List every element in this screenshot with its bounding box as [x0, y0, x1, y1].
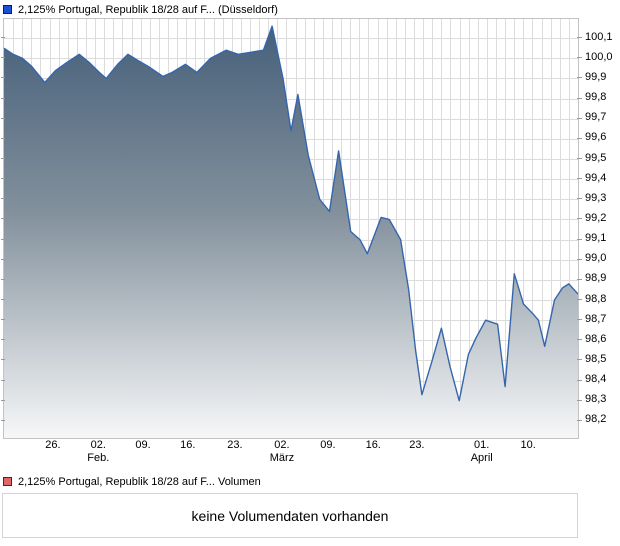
y-axis-tick [1, 37, 5, 39]
y-axis-tick [1, 57, 5, 59]
x-axis-label: 09. [135, 439, 151, 451]
y-axis-label: 99,6 [585, 131, 607, 144]
y-axis-label: 98,7 [585, 312, 607, 325]
y-axis-tick [1, 399, 5, 401]
y-axis-label: 98,2 [585, 413, 607, 426]
y-axis-label: 98,6 [585, 332, 607, 345]
y-axis-tick [577, 178, 582, 180]
price-area-fill [4, 26, 578, 438]
price-legend: 2,125% Portugal, Republik 18/28 auf F...… [3, 3, 278, 16]
y-axis-tick [1, 97, 5, 99]
y-axis-label: 99,3 [585, 191, 607, 204]
y-axis-tick [577, 419, 582, 421]
y-axis-label: 99,2 [585, 211, 607, 224]
x-axis-month-label: Feb. [87, 452, 110, 464]
volume-legend-label: 2,125% Portugal, Republik 18/28 auf F...… [18, 475, 261, 488]
y-axis-tick [577, 37, 582, 39]
y-axis-tick [577, 137, 582, 139]
y-axis-tick [577, 379, 582, 381]
y-axis-label: 99,5 [585, 151, 607, 164]
y-axis-tick [577, 339, 582, 341]
y-axis-tick [577, 319, 582, 321]
y-axis-tick [577, 57, 582, 59]
y-axis-tick [577, 278, 582, 280]
y-axis-label: 98,4 [585, 373, 607, 386]
y-axis-tick [577, 77, 582, 79]
y-axis-tick [1, 419, 5, 421]
x-axis-label: 02. [90, 439, 106, 451]
y-axis-label: 99,0 [585, 252, 607, 265]
y-axis-tick [1, 379, 5, 381]
x-axis-label: 09. [320, 439, 336, 451]
y-axis-label: 99,7 [585, 111, 607, 124]
y-axis-tick [1, 278, 5, 280]
price-area-chart[interactable] [4, 19, 578, 438]
y-axis-tick [577, 218, 582, 220]
y-axis-tick [1, 339, 5, 341]
x-axis-label: 26. [45, 439, 61, 451]
y-axis-tick [1, 198, 5, 200]
x-axis-label: 16. [365, 439, 381, 451]
x-axis-label: 10. [520, 439, 536, 451]
y-axis-tick [577, 117, 582, 119]
no-volume-data-message: keine Volumendaten vorhanden [191, 507, 389, 524]
y-axis-tick [577, 359, 582, 361]
y-axis-tick [577, 238, 582, 240]
y-axis-label: 98,8 [585, 292, 607, 305]
y-axis-label: 99,9 [585, 70, 607, 83]
y-axis-tick [1, 137, 5, 139]
y-axis-tick [1, 319, 5, 321]
y-axis-label: 99,4 [585, 171, 607, 184]
y-axis-label: 99,8 [585, 91, 607, 104]
y-axis-tick [577, 158, 582, 159]
y-axis-label: 98,5 [585, 352, 607, 365]
y-axis-tick [1, 359, 5, 361]
x-axis-label: 23. [409, 439, 425, 451]
y-axis-tick [577, 198, 582, 200]
volume-panel: keine Volumendaten vorhanden [2, 493, 578, 538]
x-axis-label: 02. [274, 439, 290, 451]
y-axis-label: 99,1 [585, 232, 607, 245]
x-axis-label: 16. [180, 439, 196, 451]
y-axis-label: 98,3 [585, 393, 607, 406]
y-axis-label: 98,9 [585, 272, 607, 285]
price-series-swatch-icon [3, 5, 12, 14]
y-axis-label: 100,0 [585, 50, 613, 63]
y-axis-tick [1, 178, 5, 180]
y-axis-tick [577, 399, 582, 401]
y-axis-tick [1, 158, 5, 159]
price-chart-plot[interactable] [3, 18, 579, 439]
volume-series-swatch-icon [3, 477, 12, 486]
y-axis-label: 100,1 [585, 30, 613, 43]
price-legend-label: 2,125% Portugal, Republik 18/28 auf F...… [18, 3, 278, 16]
y-axis-tick [1, 258, 5, 260]
y-axis-tick [1, 117, 5, 119]
y-axis-tick [1, 238, 5, 240]
x-axis-month-label: März [269, 452, 295, 464]
y-axis-tick [577, 97, 582, 99]
price-line [4, 25, 578, 402]
x-axis-month-label: April [470, 452, 493, 464]
y-axis-tick [577, 299, 582, 300]
x-axis-label: 23. [227, 439, 243, 451]
x-axis-label: 01. [474, 439, 490, 451]
y-axis-tick [1, 77, 5, 79]
y-axis-tick [1, 299, 5, 300]
y-axis-tick [1, 218, 5, 220]
volume-legend: 2,125% Portugal, Republik 18/28 auf F...… [3, 475, 261, 488]
y-axis-tick [577, 258, 582, 260]
